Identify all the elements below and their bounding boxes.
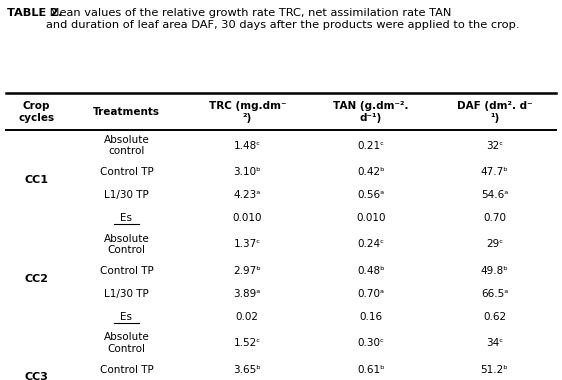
Text: Control TP: Control TP xyxy=(99,266,153,276)
Text: 2.97ᵇ: 2.97ᵇ xyxy=(233,266,261,276)
Text: 0.24ᶜ: 0.24ᶜ xyxy=(357,239,384,249)
Text: CC3: CC3 xyxy=(25,372,48,380)
Text: 51.2ᵇ: 51.2ᵇ xyxy=(481,365,509,375)
Text: 1.52ᶜ: 1.52ᶜ xyxy=(234,338,261,348)
Text: Mean values of the relative growth rate TRC, net assimilation rate TAN
and durat: Mean values of the relative growth rate … xyxy=(46,8,520,30)
Text: CC1: CC1 xyxy=(25,175,48,185)
Text: Es: Es xyxy=(120,312,133,321)
Text: 66.5ᵃ: 66.5ᵃ xyxy=(481,289,508,299)
Text: Treatments: Treatments xyxy=(93,107,160,117)
Text: 34ᶜ: 34ᶜ xyxy=(486,338,503,348)
Text: 3.65ᵇ: 3.65ᵇ xyxy=(233,365,261,375)
Text: Absolute
Control: Absolute Control xyxy=(103,234,149,255)
Text: 0.02: 0.02 xyxy=(236,312,259,321)
Text: TRC (mg.dm⁻
²): TRC (mg.dm⁻ ²) xyxy=(209,101,286,122)
Text: L1/30 TP: L1/30 TP xyxy=(104,289,149,299)
Text: 0.70: 0.70 xyxy=(483,213,506,223)
Text: Absolute
control: Absolute control xyxy=(103,135,149,156)
Text: DAF (dm². d⁻
¹): DAF (dm². d⁻ ¹) xyxy=(457,101,532,122)
Text: 0.16: 0.16 xyxy=(359,312,383,321)
Text: 0.42ᵇ: 0.42ᵇ xyxy=(357,167,385,177)
Text: 0.61ᵇ: 0.61ᵇ xyxy=(357,365,385,375)
Text: 0.21ᶜ: 0.21ᶜ xyxy=(357,141,384,150)
Text: Absolute
Control: Absolute Control xyxy=(103,332,149,354)
Text: 0.010: 0.010 xyxy=(356,213,386,223)
Text: 3.89ᵃ: 3.89ᵃ xyxy=(234,289,261,299)
Text: 4.23ᵃ: 4.23ᵃ xyxy=(234,190,261,200)
Text: 54.6ᵃ: 54.6ᵃ xyxy=(481,190,508,200)
Text: 1.37ᶜ: 1.37ᶜ xyxy=(234,239,261,249)
Text: 1.48ᶜ: 1.48ᶜ xyxy=(234,141,261,150)
Text: Control TP: Control TP xyxy=(99,167,153,177)
Text: Crop
cycles: Crop cycles xyxy=(19,101,55,122)
Text: TAN (g.dm⁻².
d⁻¹): TAN (g.dm⁻². d⁻¹) xyxy=(333,101,409,122)
Text: 0.56ᵃ: 0.56ᵃ xyxy=(357,190,384,200)
Text: 0.70ᵃ: 0.70ᵃ xyxy=(357,289,384,299)
Text: TABLE 2.: TABLE 2. xyxy=(7,8,63,18)
Text: 32ᶜ: 32ᶜ xyxy=(486,141,503,150)
Text: 29ᶜ: 29ᶜ xyxy=(486,239,503,249)
Text: Control TP: Control TP xyxy=(99,365,153,375)
Text: 47.7ᵇ: 47.7ᵇ xyxy=(481,167,509,177)
Text: L1/30 TP: L1/30 TP xyxy=(104,190,149,200)
Text: CC2: CC2 xyxy=(25,274,48,283)
Text: 49.8ᵇ: 49.8ᵇ xyxy=(481,266,509,276)
Text: 0.30ᶜ: 0.30ᶜ xyxy=(357,338,384,348)
Text: 3.10ᵇ: 3.10ᵇ xyxy=(233,167,261,177)
Text: Es: Es xyxy=(120,213,133,223)
Text: 0.010: 0.010 xyxy=(233,213,262,223)
Text: 0.48ᵇ: 0.48ᵇ xyxy=(357,266,385,276)
Text: 0.62: 0.62 xyxy=(483,312,506,321)
